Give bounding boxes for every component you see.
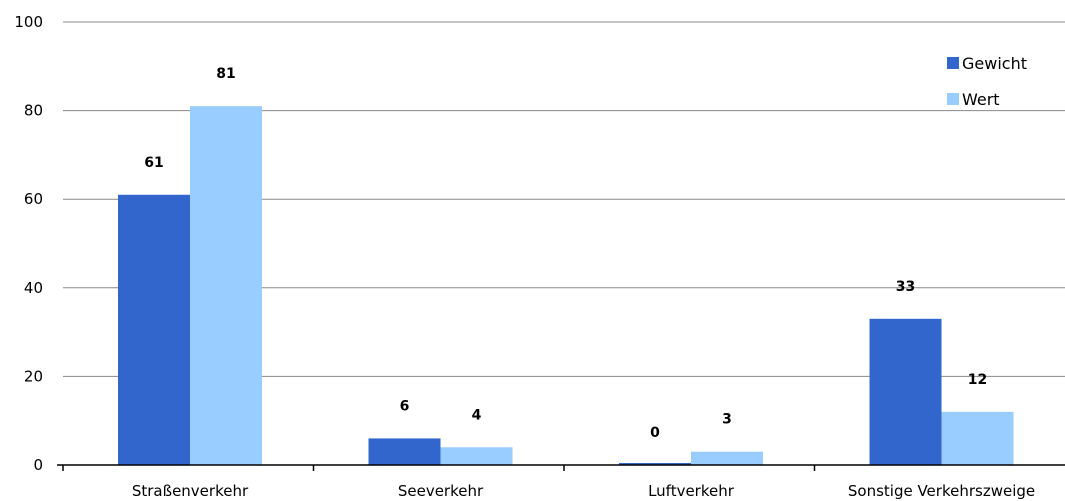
category-label-seeverkehr: Seeverkehr xyxy=(398,482,484,500)
y-axis-tick-labels: 0 20 40 60 80 100 xyxy=(14,13,43,474)
data-label-wert-seeverkehr: 4 xyxy=(472,407,482,423)
y-tick-label-20: 20 xyxy=(24,367,43,385)
data-label-gewicht-sonstige-verkehrszweige: 33 xyxy=(896,279,915,295)
data-label-gewicht-seeverkehr: 6 xyxy=(400,398,410,414)
data-label-wert-sonstige-verkehrszweige: 12 xyxy=(968,372,987,388)
legend: Gewicht Wert xyxy=(947,54,1027,109)
legend-swatch-gewicht xyxy=(947,57,959,69)
legend-swatch-wert xyxy=(947,93,959,105)
bar-wert-luftverkehr xyxy=(691,451,763,465)
data-label-wert-strassenverkehr: 81 xyxy=(216,66,235,82)
category-label-sonstige-verkehrszweige: Sonstige Verkehrszweige xyxy=(848,482,1035,500)
bar-wert-seeverkehr xyxy=(440,447,513,465)
y-tick-label-100: 100 xyxy=(14,13,43,31)
category-label-luftverkehr: Luftverkehr xyxy=(648,482,735,500)
bar-gewicht-seeverkehr xyxy=(368,438,441,465)
y-tick-label-40: 40 xyxy=(24,279,43,297)
bars xyxy=(118,106,1014,466)
y-tick-label-80: 80 xyxy=(24,102,43,120)
y-tick-label-60: 60 xyxy=(24,190,43,208)
x-axis xyxy=(57,464,1065,471)
bar-gewicht-luftverkehr xyxy=(619,463,691,465)
category-label-strassenverkehr: Straßenverkehr xyxy=(132,482,249,500)
data-label-wert-luftverkehr: 3 xyxy=(722,412,732,428)
bar-wert-strassenverkehr xyxy=(190,106,262,466)
legend-label-wert: Wert xyxy=(962,90,1000,109)
bar-gewicht-sonstige-verkehrszweige xyxy=(869,318,942,465)
x-axis-category-labels: Straßenverkehr Seeverkehr Luftverkehr Sonst… xyxy=(132,482,1035,500)
data-label-gewicht-luftverkehr: 0 xyxy=(650,425,660,441)
y-tick-label-0: 0 xyxy=(33,456,43,474)
bar-gewicht-strassenverkehr xyxy=(118,194,190,465)
bar-wert-sonstige-verkehrszweige xyxy=(941,411,1014,465)
legend-label-gewicht: Gewicht xyxy=(962,54,1027,73)
data-label-gewicht-strassenverkehr: 61 xyxy=(144,155,163,171)
